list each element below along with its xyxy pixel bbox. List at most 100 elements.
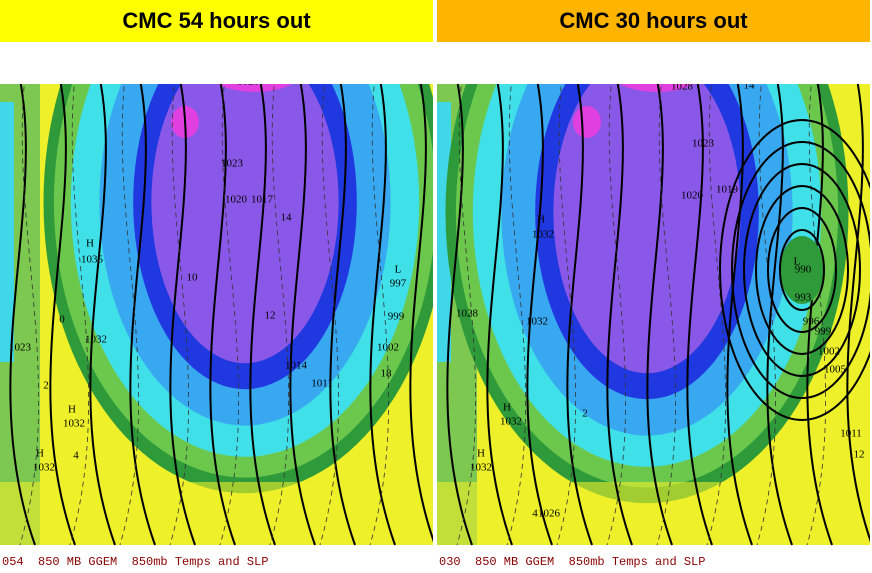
map-label: 996 [803,316,820,328]
map-label: 1005 [824,364,847,376]
isobar [486,84,513,546]
map-label: 993 [795,292,812,304]
map-panel: CMC 30 hours out H 1028 14 1023 1020 1019 H 1032… [437,0,870,569]
isotherm [506,84,526,546]
map-label: 1026 [538,508,561,520]
map-label: 4 [532,508,538,520]
map-label: 1019 [716,184,739,196]
map-label: 1025 [241,64,264,76]
isobar [719,119,870,421]
isobar [646,84,673,546]
left-edge-cyan [437,102,451,362]
map-label: 1011 [840,428,862,440]
isobar [779,229,825,311]
panel-footer: 054 850 MB GGEM 850mb Temps and SLP [2,555,268,569]
isobar [289,84,316,546]
map-label: 12 [265,310,276,322]
panel-footer: 030 850 MB GGEM 850mb Temps and SLP [439,555,705,569]
map-label: H [503,402,511,414]
map-label: 2 [582,408,588,420]
map-label: 1026 [237,76,260,88]
isotherm [556,84,576,546]
map-label: 990 [795,264,812,276]
map-label: 1011 [311,378,333,390]
map-label: 1023 [9,342,32,354]
isobar [526,84,553,546]
isobar [686,84,713,546]
map-label: 1032 [526,316,548,328]
isobar [755,185,849,355]
isobar [409,84,433,543]
map-label: H [236,60,244,72]
low-core [780,236,824,304]
title-bar [0,0,433,42]
map-label: 2 [43,380,49,392]
isobar [209,84,236,546]
map-label: 1028 [456,308,479,320]
isobar [743,163,861,377]
isobar [369,84,396,546]
isotherm [69,84,89,546]
isotherm [456,84,476,546]
map-label: 4 [73,450,79,462]
map-label: 1023 [221,158,244,170]
map-label: 999 [815,326,832,338]
map-label: H [86,238,94,250]
isotherm [706,84,726,546]
isobar [846,84,870,543]
map-label: 1032 [532,229,554,241]
isotherm [369,84,389,546]
map-label: 1032 [63,418,85,430]
title-bar [437,0,870,42]
map-label: 1032 [85,334,107,346]
map-label: L [395,264,402,276]
cold-pocket [573,106,601,138]
isotherm [169,84,189,546]
map-area: H 1028 14 1023 1020 1019 H 1032 1032 H 1032 H 1032 10… [437,60,870,546]
isobar [606,84,633,546]
isobar [249,84,276,546]
isobar [767,207,837,333]
isobar [89,84,116,546]
map-label: 12 [854,449,865,461]
map-label: 0 [59,314,65,326]
isobar [329,84,356,546]
map-label: H [675,60,683,72]
isobar [169,84,196,546]
isobar [49,84,76,546]
map-label: 1032 [470,462,492,474]
map-label: 1020 [681,190,704,202]
map-label: 1014 [285,360,308,372]
map-label: H [36,448,44,460]
map-label: 1028 [671,81,694,93]
isotherm [219,84,239,546]
left-edge-cyan [0,102,14,362]
map-label: 18 [381,368,393,380]
map-label: H [537,214,545,226]
map-label: 1017 [251,194,274,206]
isotherm [119,84,139,546]
panel-title: CMC 54 hours out [122,8,311,33]
isobar [766,84,793,546]
isobar [726,84,753,546]
map-label: L [794,256,801,268]
isobar [129,84,156,546]
isobar [566,84,593,546]
map-label: 10 [187,272,199,284]
cold-pocket [619,84,695,92]
map-label: 1023 [692,138,715,150]
map-label: H [477,448,485,460]
isotherm [19,84,39,546]
map-label: H [68,404,76,416]
isobar [731,141,870,399]
map-label: 1002 [377,342,399,354]
map-label: 14 [281,212,293,224]
map-label: 1035 [81,254,104,266]
isotherm [606,84,626,546]
map-label: 999 [388,311,405,323]
temp-band [151,84,339,364]
